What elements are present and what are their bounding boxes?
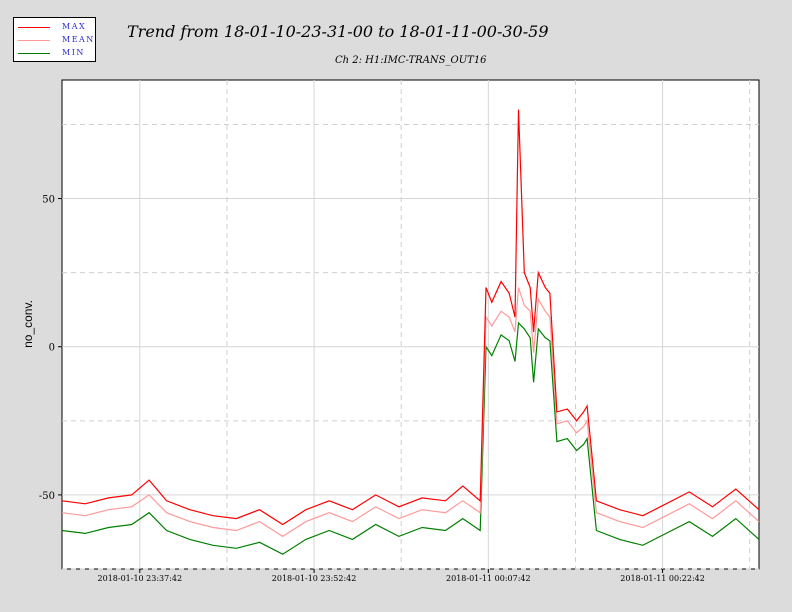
x-tick-label: 2018-01-11 00:07:42 — [446, 574, 531, 583]
series-line-min — [61, 321, 760, 555]
plot-area — [61, 79, 760, 570]
legend-swatch-min — [18, 53, 50, 54]
series-layer — [61, 109, 760, 555]
y-axis-label: no_conv. — [21, 300, 35, 348]
chart-title: Trend from 18-01-10-23-31-00 to 18-01-11… — [127, 22, 549, 41]
x-tick-label: 2018-01-10 23:52:42 — [272, 574, 357, 583]
legend-item-mean: MEAN — [18, 34, 94, 46]
series-line-mean — [61, 287, 760, 538]
x-ticks: 2018-01-10 23:37:42 2018-01-10 23:52:42 20… — [98, 569, 705, 583]
legend-swatch-mean — [18, 40, 50, 41]
legend-label-max: MAX — [62, 22, 87, 31]
x-tick-label: 2018-01-11 00:22:42 — [620, 574, 705, 583]
legend-swatch-max — [18, 27, 50, 28]
legend-label-mean: MEAN — [62, 35, 95, 44]
series-line-max — [61, 109, 760, 526]
y-tick-label: -50 — [39, 491, 55, 502]
chart-subtitle: Ch 2: H1:IMC-TRANS_OUT16 — [335, 55, 487, 66]
y-tick-label: 0 — [49, 343, 55, 354]
y-ticks: -50 0 50 — [39, 195, 62, 502]
legend-item-min: MIN — [18, 47, 94, 59]
legend-label-min: MIN — [62, 48, 85, 57]
legend: MAX MEAN MIN — [13, 17, 96, 62]
y-tick-label: 50 — [42, 195, 55, 206]
x-tick-label: 2018-01-10 23:37:42 — [98, 574, 183, 583]
legend-item-max: MAX — [18, 21, 94, 33]
